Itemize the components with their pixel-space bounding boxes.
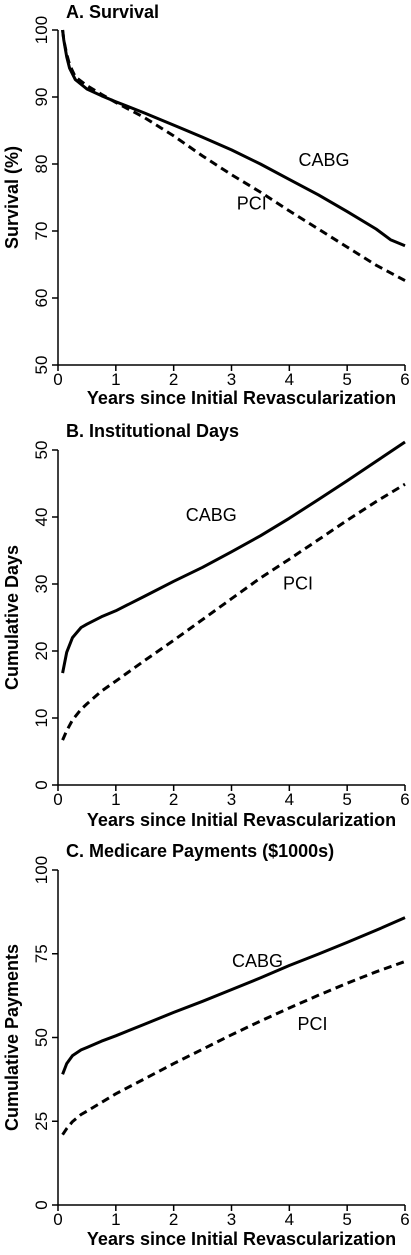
y-tick-label: 20 (32, 642, 51, 661)
series-label-pci: PCI (297, 1014, 327, 1034)
x-tick-label: 3 (227, 790, 236, 809)
x-tick-label: 1 (111, 370, 120, 389)
x-tick-label: 3 (227, 370, 236, 389)
y-tick-label: 30 (32, 575, 51, 594)
y-tick-label: 90 (32, 88, 51, 107)
series-line-pci (61, 482, 406, 741)
chart-panel-survival: A. Survival 0 1 2 3 4 5 6 50 60 70 80 90 100 Years sin… (2, 2, 410, 408)
x-axis-title: Years since Initial Revascularization (87, 1229, 396, 1249)
x-tick-label: 0 (53, 790, 62, 809)
x-tick-label: 4 (285, 370, 294, 389)
series-label-cabg: CABG (299, 150, 350, 170)
y-tick-label: 50 (32, 356, 51, 375)
x-tick-label: 2 (169, 370, 178, 389)
x-tick-label: 1 (111, 790, 120, 809)
y-tick-label: 40 (32, 508, 51, 527)
x-axis-title: Years since Initial Revascularization (87, 388, 396, 408)
series-line-pci (61, 960, 406, 1136)
x-tick-label: 4 (285, 1210, 294, 1229)
x-tick-label: 6 (400, 370, 409, 389)
x-tick-label: 0 (53, 370, 62, 389)
y-tick-label: 50 (32, 1028, 51, 1047)
panel-title: C. Medicare Payments ($1000s) (66, 841, 334, 861)
x-tick-label: 4 (285, 790, 294, 809)
y-tick-label: 100 (32, 16, 51, 44)
y-tick-label: 75 (32, 944, 51, 963)
y-axis-title: Cumulative Payments (2, 944, 22, 1131)
y-tick-label: 60 (32, 289, 51, 308)
y-axis-title: Survival (%) (2, 146, 22, 249)
y-tick-label: 10 (32, 709, 51, 728)
y-tick-label: 80 (32, 155, 51, 174)
chart-panel-institutional-days: B. Institutional Days 0 1 2 3 4 5 6 0 10 20 30 40 50 Y… (2, 421, 410, 830)
x-tick-label: 6 (400, 1210, 409, 1229)
panel-title: A. Survival (66, 2, 159, 22)
x-tick-label: 5 (342, 370, 351, 389)
x-tick-label: 0 (53, 1210, 62, 1229)
x-tick-label: 3 (227, 1210, 236, 1229)
x-tick-label: 2 (169, 790, 178, 809)
y-tick-label: 70 (32, 222, 51, 241)
series-line-cabg (61, 916, 406, 1075)
panel-title: B. Institutional Days (66, 421, 239, 441)
series-line-cabg (61, 440, 406, 674)
y-axis-title: Cumulative Days (2, 545, 22, 690)
y-tick-label: 50 (32, 441, 51, 460)
y-tick-label: 25 (32, 1112, 51, 1131)
series-label-pci: PCI (283, 573, 313, 593)
y-tick-label: 0 (32, 1200, 51, 1209)
x-tick-label: 2 (169, 1210, 178, 1229)
series-label-cabg: CABG (232, 951, 283, 971)
y-tick-label: 0 (32, 780, 51, 789)
x-tick-label: 5 (342, 1210, 351, 1229)
series-label-pci: PCI (237, 194, 267, 214)
series-line-cabg (61, 29, 406, 248)
series-label-cabg: CABG (186, 505, 237, 525)
x-tick-label: 1 (111, 1210, 120, 1229)
x-tick-label: 6 (400, 790, 409, 809)
series-line-pci (61, 29, 406, 282)
x-axis-title: Years since Initial Revascularization (87, 810, 396, 830)
y-tick-label: 100 (32, 856, 51, 884)
x-tick-label: 5 (342, 790, 351, 809)
chart-panel-medicare-payments: C. Medicare Payments ($1000s) 0 1 2 3 4 5 6 0 25 5… (2, 841, 410, 1249)
